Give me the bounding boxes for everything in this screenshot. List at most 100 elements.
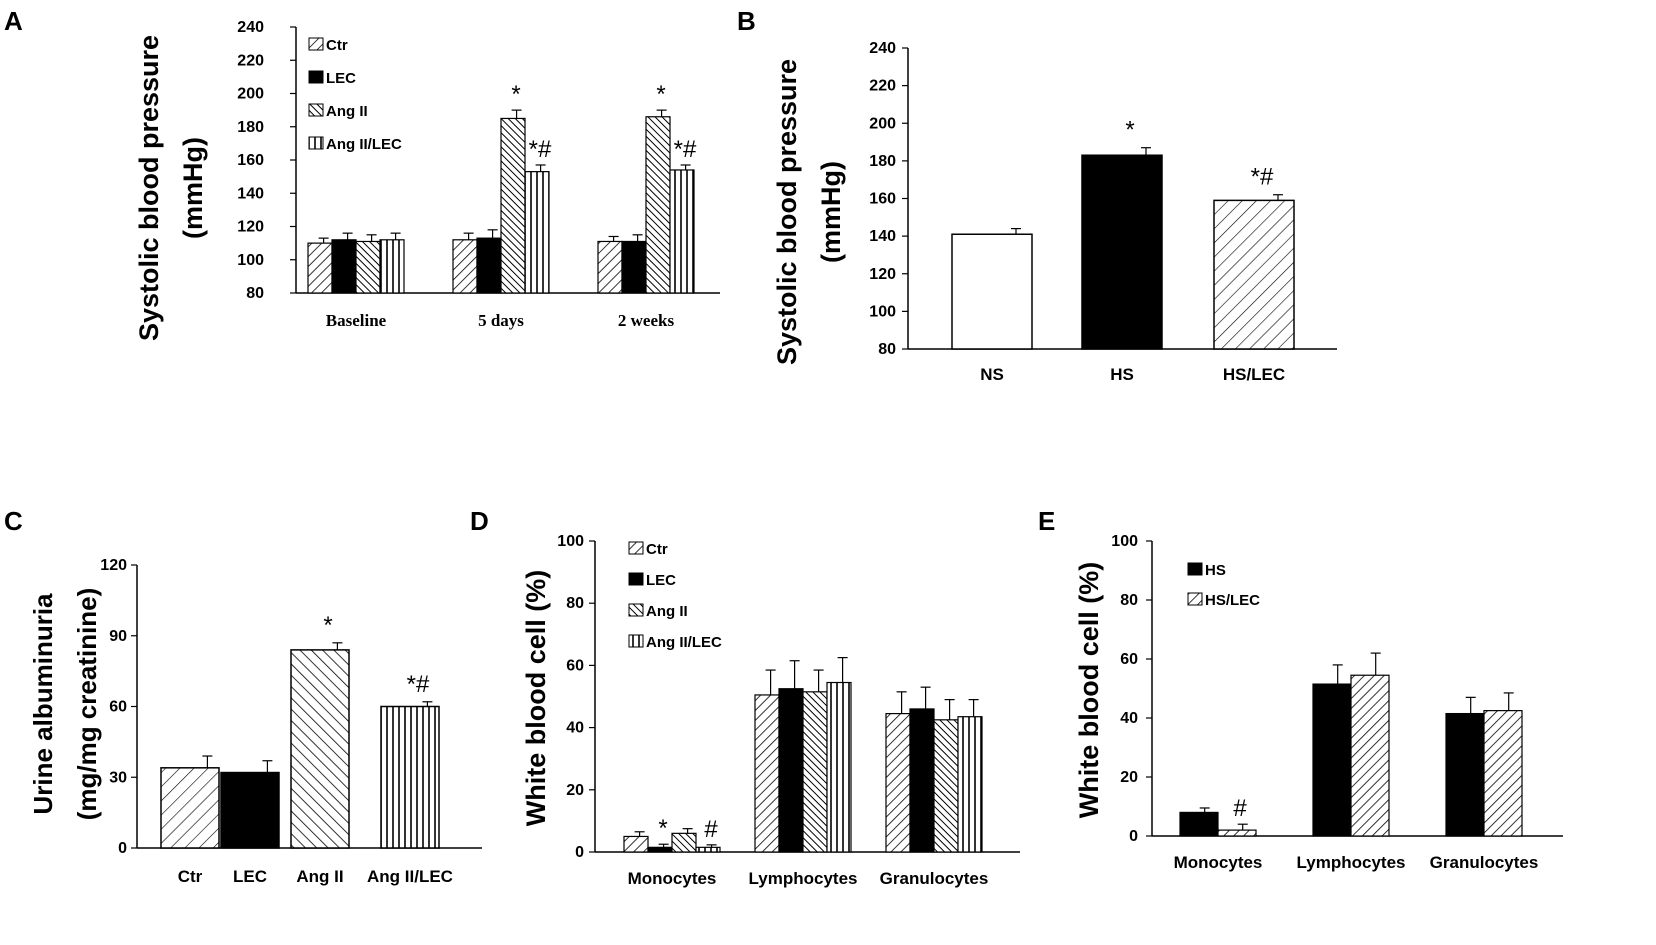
y-tick-label: 20 [566, 782, 584, 799]
x-category-label: LEC [233, 867, 267, 886]
legend-swatch [308, 103, 324, 117]
x-category-label: Ang II [296, 867, 343, 886]
bar [1312, 683, 1352, 837]
x-category-label: Monocytes [628, 869, 717, 888]
bar [1350, 674, 1390, 837]
y-tick-label: 220 [869, 78, 896, 95]
y-tick-label: 220 [237, 52, 264, 69]
legend-swatch [308, 37, 324, 51]
y-axis-label-line: Systolic blood pressure [134, 35, 164, 341]
y-tick-label: 200 [869, 115, 896, 132]
y-tick-label: 120 [237, 219, 264, 236]
significance-mark: *# [529, 136, 552, 163]
y-tick-label: 80 [1120, 592, 1138, 609]
y-axis-label-line: Systolic blood pressure [772, 59, 802, 365]
bar [802, 691, 828, 853]
y-tick-label: 120 [100, 557, 127, 574]
y-tick-label: 20 [1120, 769, 1138, 786]
bar [621, 240, 647, 294]
legend-label: Ctr [326, 37, 348, 54]
legend-swatch [628, 603, 644, 617]
legend-swatch [628, 634, 644, 648]
legend-swatch [308, 136, 324, 150]
x-category-label: HS/LEC [1223, 365, 1285, 384]
bar [380, 705, 440, 849]
significance-mark: # [1233, 795, 1247, 822]
legend-label: LEC [326, 70, 356, 87]
significance-mark: * [658, 815, 667, 842]
y-tick-label: 80 [566, 595, 584, 612]
bar [669, 169, 695, 294]
bar [695, 846, 721, 853]
panel-letter: B [737, 6, 756, 36]
legend-label: Ctr [646, 541, 668, 558]
y-tick-label: 60 [566, 657, 584, 674]
panel-letter: D [470, 506, 489, 536]
x-category-label: Lymphocytes [1297, 853, 1406, 872]
significance-mark: *# [674, 136, 697, 163]
legend-swatch [628, 572, 644, 586]
y-tick-label: 80 [878, 341, 896, 358]
legend-label: LEC [646, 572, 676, 589]
y-tick-label: 90 [109, 628, 127, 645]
y-tick-label: 180 [869, 153, 896, 170]
legend-label: Ang II [646, 603, 688, 620]
y-tick-label: 200 [237, 86, 264, 103]
bar [1213, 199, 1295, 350]
panel-c: C 0 30 60 90 120 Urine albuminuria (mg/mg creat… [4, 506, 482, 886]
legend-label: Ang II/LEC [646, 634, 722, 651]
legend-label: HS/LEC [1205, 592, 1260, 609]
y-tick-label: 60 [1120, 651, 1138, 668]
panel-e: E 0 20 40 60 80 100 White blood cell (%) # HS HS/L… [1038, 506, 1563, 872]
y-tick-label: 100 [237, 252, 264, 269]
bar [476, 237, 502, 294]
y-axis-label-line: (mmHg) [816, 161, 846, 263]
y-tick-label: 240 [237, 19, 264, 36]
y-tick-label: 0 [575, 844, 584, 861]
bar [1217, 829, 1257, 837]
panel-d: D 0 20 40 60 80 100 White blood cell (%) * # Ctr LE… [470, 506, 1020, 888]
y-axis-label-line: White blood cell (%) [1074, 562, 1104, 819]
bar [933, 719, 959, 853]
x-category-label: Ctr [178, 867, 203, 886]
significance-mark: # [704, 816, 718, 843]
y-axis-label: Systolic blood pressure (mmHg) [134, 35, 208, 341]
legend-swatch [308, 70, 324, 84]
bar [957, 716, 983, 853]
bar [778, 688, 804, 853]
y-tick-label: 0 [1129, 828, 1138, 845]
y-tick-label: 80 [246, 285, 264, 302]
bar [671, 832, 697, 853]
bar [1483, 710, 1523, 837]
y-tick-label: 60 [109, 699, 127, 716]
bar [951, 233, 1033, 350]
panel-letter: E [1038, 506, 1055, 536]
y-tick-label: 240 [869, 40, 896, 57]
bar [307, 242, 333, 294]
y-tick-label: 40 [566, 720, 584, 737]
significance-mark: * [1125, 117, 1134, 144]
significance-mark: * [323, 612, 332, 639]
y-axis-label: White blood cell (%) [521, 570, 551, 827]
bar [379, 239, 405, 294]
significance-mark: * [511, 81, 520, 108]
bar [1081, 154, 1163, 350]
bar [160, 767, 220, 849]
y-tick-label: 100 [869, 303, 896, 320]
x-category-label: Lymphocytes [749, 869, 858, 888]
y-axis-label: Urine albuminuria (mg/mg creatinine) [28, 588, 102, 821]
x-category-label: 2 weeks [618, 311, 675, 330]
y-tick-label: 0 [118, 840, 127, 857]
legend-label: Ang II [326, 103, 368, 120]
bar [754, 694, 780, 853]
legend-swatch [1187, 562, 1203, 576]
x-category-label: NS [980, 365, 1004, 384]
legend-label: Ang II/LEC [326, 136, 402, 153]
bar [452, 239, 478, 294]
x-category-label: Granulocytes [880, 869, 989, 888]
bar [597, 240, 623, 294]
x-category-label: Granulocytes [1430, 853, 1539, 872]
x-category-label: Baseline [326, 311, 387, 330]
bar [1445, 712, 1485, 837]
